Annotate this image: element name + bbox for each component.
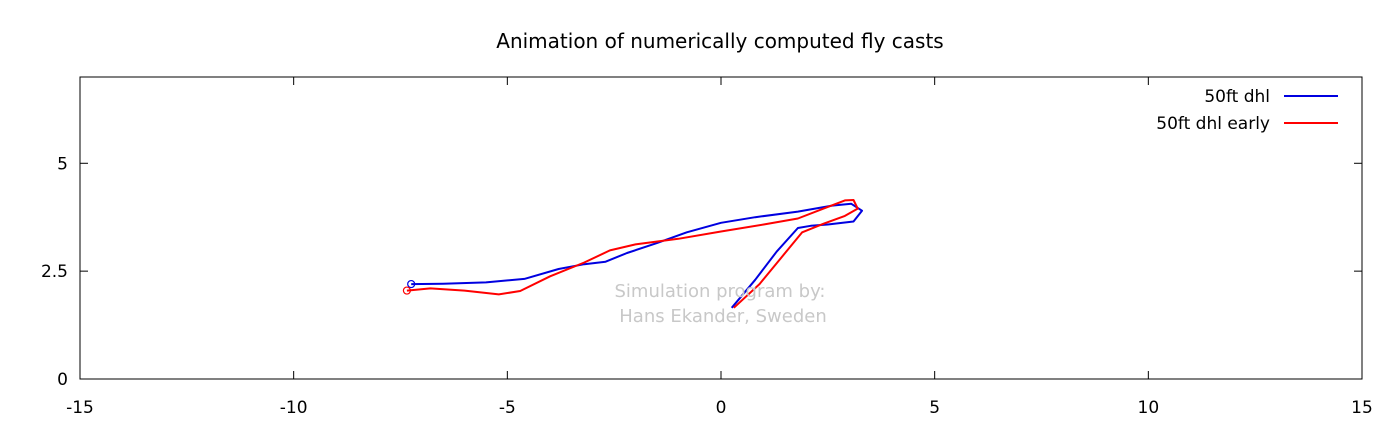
axes: -15 -10 -5 0 5 10 15 0 2.5 5 xyxy=(41,77,1373,418)
fly-marker-2 xyxy=(402,286,412,295)
x-tick-label: -5 xyxy=(499,398,516,418)
chart-title: Animation of numerically computed fly ca… xyxy=(496,29,943,53)
legend: 50ft dhl 50ft dhl early xyxy=(1156,87,1338,134)
legend-label: 50ft dhl xyxy=(1204,87,1270,107)
x-tick-label: 0 xyxy=(716,398,727,418)
fly-marker-1 xyxy=(407,279,416,289)
series-lines xyxy=(402,199,863,309)
y-tick-label: 0 xyxy=(57,370,68,390)
x-tick-label: 10 xyxy=(1138,398,1160,418)
watermark-line-1: Simulation program by: xyxy=(615,281,826,302)
watermark-line-2: Hans Ekander, Sweden xyxy=(619,306,826,327)
x-tick-label: 5 xyxy=(929,398,940,418)
x-tick-label: 15 xyxy=(1351,398,1373,418)
x-tick-label: -15 xyxy=(66,398,94,418)
y-tick-label: 2.5 xyxy=(41,262,68,282)
y-tick-label: 5 xyxy=(57,154,68,174)
x-tick-label: -10 xyxy=(280,398,308,418)
series-line-1 xyxy=(411,202,863,309)
legend-label: 50ft dhl early xyxy=(1156,114,1270,134)
series-line-2 xyxy=(406,199,859,309)
